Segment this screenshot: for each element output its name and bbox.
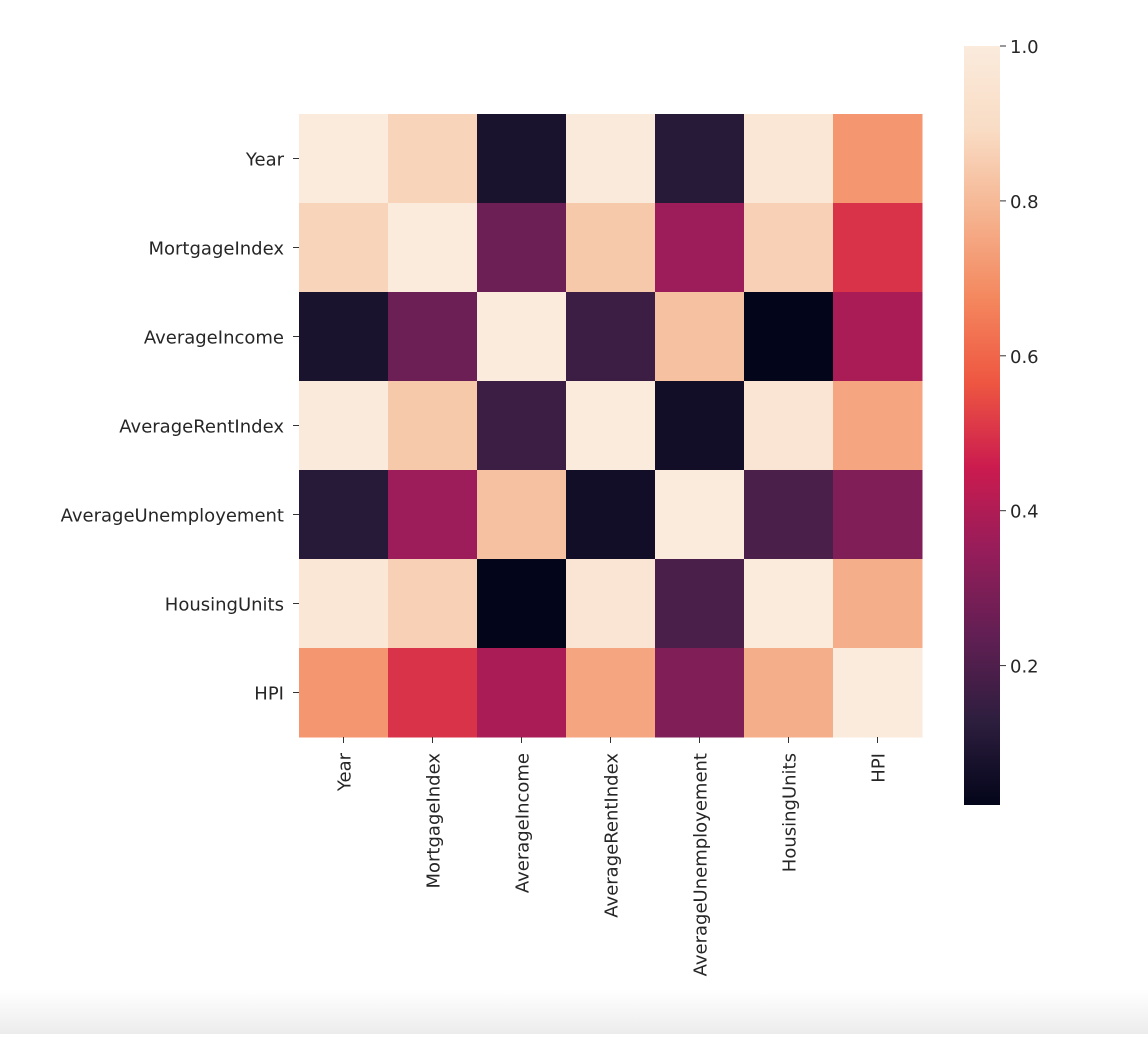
heatmap-cells (299, 114, 923, 738)
heatmap-cell (299, 381, 389, 471)
heatmap-cell (388, 470, 478, 560)
heatmap-cell (477, 292, 567, 382)
row-label: MortgageIndex (148, 239, 284, 260)
heatmap-cell (655, 648, 745, 738)
column-label: AverageIncome (513, 753, 534, 893)
column-label: HousingUnits (780, 753, 801, 872)
row-label: HPI (254, 684, 284, 705)
heatmap-cell (388, 559, 478, 649)
heatmap-cell (566, 470, 656, 560)
row-label: Year (245, 150, 285, 171)
column-label: AverageRentIndex (602, 753, 623, 918)
heatmap-cell (566, 559, 656, 649)
heatmap-cell (388, 292, 478, 382)
column-label: AverageUnemployement (691, 753, 712, 976)
heatmap-cell (299, 292, 389, 382)
heatmap-cell (744, 203, 834, 293)
heatmap-cell (655, 114, 745, 204)
heatmap-cell (833, 292, 923, 382)
heatmap-cell (833, 381, 923, 471)
heatmap-cell (388, 381, 478, 471)
heatmap-cell (477, 559, 567, 649)
heatmap-cell (299, 203, 389, 293)
heatmap-cell (477, 114, 567, 204)
heatmap-cell (477, 203, 567, 293)
heatmap-cell (566, 203, 656, 293)
heatmap-cell (566, 381, 656, 471)
heatmap-cell (299, 559, 389, 649)
heatmap-cell (299, 648, 389, 738)
heatmap-cell (566, 292, 656, 382)
heatmap-cell (744, 381, 834, 471)
heatmap-cell (299, 114, 389, 204)
colorbar-tick-label: 0.6 (1010, 347, 1039, 368)
heatmap-cell (744, 114, 834, 204)
row-label: AverageRentIndex (119, 417, 284, 438)
row-label: HousingUnits (165, 595, 284, 616)
heatmap-cell (566, 648, 656, 738)
colorbar-tick-label: 1.0 (1010, 37, 1039, 58)
heatmap-cell (744, 470, 834, 560)
heatmap-cell (477, 648, 567, 738)
colorbar-tick-label: 0.4 (1010, 502, 1039, 523)
heatmap-cell (833, 470, 923, 560)
row-label: AverageIncome (144, 328, 284, 349)
heatmap-cell (566, 114, 656, 204)
colorbar-tick-label: 0.8 (1010, 192, 1039, 213)
row-labels: Year MortgageIndex AverageIncome AverageRen… (61, 150, 299, 705)
heatmap-cell (655, 470, 745, 560)
heatmap-cell (655, 559, 745, 649)
colorbar-tick-label: 0.2 (1010, 657, 1039, 678)
heatmap-cell (299, 470, 389, 560)
heatmap-cell (388, 203, 478, 293)
heatmap-cell (833, 648, 923, 738)
heatmap-cell (744, 292, 834, 382)
column-labels: Year MortgageIndex AverageIncome AverageRen… (335, 737, 890, 976)
colorbar: 0.2 0.4 0.6 0.8 1.0 (964, 37, 1039, 805)
heatmap-cell (833, 559, 923, 649)
heatmap-cell (744, 559, 834, 649)
heatmap-cell (655, 292, 745, 382)
column-label: HPI (869, 753, 890, 783)
heatmap-cell (477, 470, 567, 560)
heatmap-cell (833, 203, 923, 293)
colorbar-gradient (964, 46, 1000, 805)
heatmap-cell (477, 381, 567, 471)
row-label: AverageUnemployement (61, 506, 284, 527)
heatmap-cell (388, 114, 478, 204)
heatmap-cell (655, 381, 745, 471)
heatmap-cell (388, 648, 478, 738)
heatmap-cell (744, 648, 834, 738)
column-label: MortgageIndex (424, 753, 445, 889)
bottom-fade (0, 990, 1148, 1034)
column-label: Year (335, 752, 356, 792)
heatmap-cell (833, 114, 923, 204)
heatmap-cell (655, 203, 745, 293)
